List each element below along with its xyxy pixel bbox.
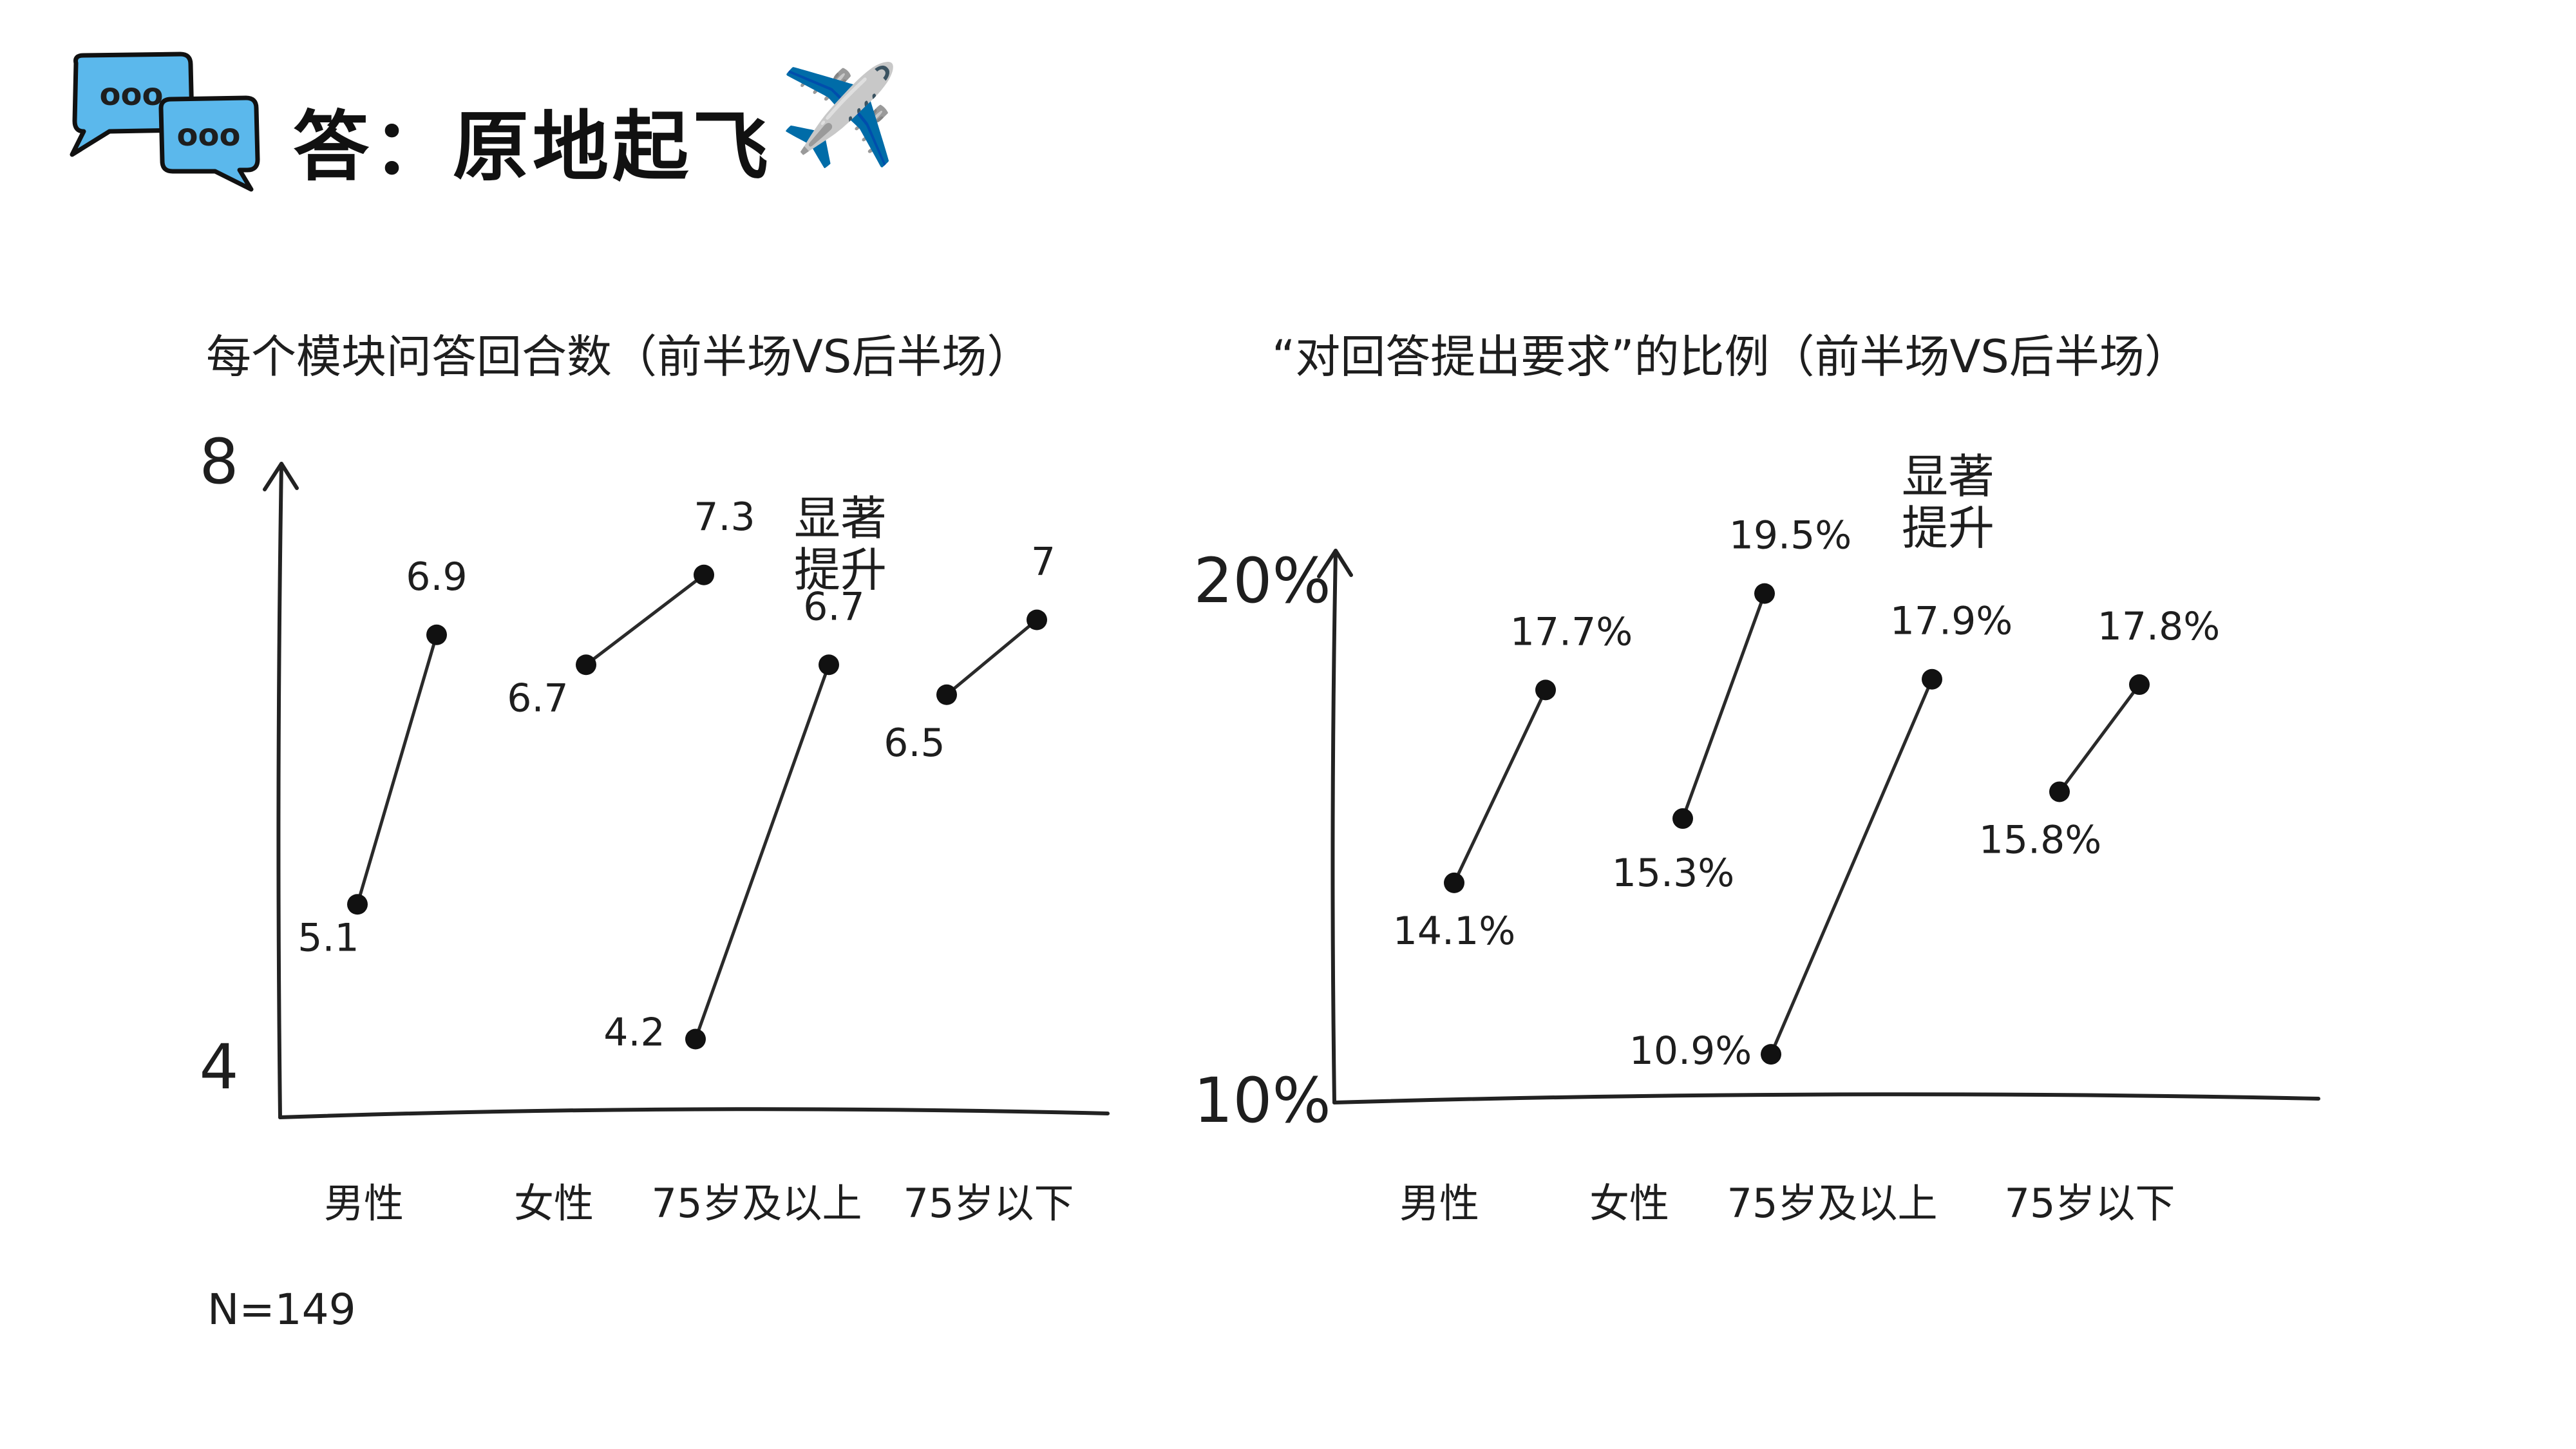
annotation-significant-increase: 显著: [794, 491, 887, 545]
point-second-half: [1027, 609, 1047, 630]
y-tick-label-max: 20%: [1193, 545, 1331, 617]
x-category-label: 女性: [1589, 1180, 1669, 1227]
y-axis: [276, 462, 283, 1119]
x-category-label: 男性: [324, 1180, 404, 1227]
y-tick-label-min: 10%: [1193, 1065, 1331, 1137]
data-label-second-half: 17.9%: [1890, 599, 2013, 644]
data-label-second-half: 19.5%: [1729, 513, 1852, 558]
point-first-half: [936, 684, 957, 705]
y-axis-arrowhead: [263, 462, 299, 491]
data-label-second-half: 6.9: [406, 554, 467, 600]
connector-line: [1452, 688, 1548, 885]
speech-bubbles-icon: ooo ooo: [70, 52, 260, 192]
annotation-significant-increase: 提升: [794, 543, 887, 597]
point-second-half: [426, 624, 447, 645]
data-label-first-half: 4.2: [603, 1010, 665, 1056]
connector-line: [945, 618, 1039, 697]
connector-line: [1769, 677, 1934, 1056]
connector-line: [584, 573, 706, 667]
point-first-half: [347, 894, 368, 915]
point-second-half: [819, 654, 839, 676]
data-label-second-half: 7: [1031, 540, 1056, 585]
data-label-first-half: 6.5: [884, 721, 945, 766]
speech-bubble-front: [158, 95, 260, 192]
speech-bubble-front-dots: ooo: [177, 117, 241, 153]
connector-line: [1681, 592, 1766, 820]
point-first-half: [2049, 781, 2070, 802]
point-first-half: [685, 1028, 706, 1050]
annotation-significant-increase: 显著: [1902, 450, 1994, 504]
point-second-half: [2129, 674, 2150, 696]
airplane-icon: ✈️: [779, 60, 900, 172]
x-category-label: 75岁及以上: [652, 1180, 862, 1227]
y-tick-label-min: 4: [199, 1031, 238, 1103]
data-label-second-half: 17.7%: [1510, 609, 1633, 654]
data-label-first-half: 15.3%: [1612, 851, 1735, 896]
chart-title-request-ratio: “对回答提出要求”的比例（前半场VS后半场）: [1272, 330, 2190, 383]
x-category-label: 75岁及以上: [1727, 1180, 1938, 1227]
data-label-second-half: 7.3: [694, 495, 755, 540]
x-category-label: 75岁以下: [904, 1180, 1074, 1227]
sample-size-note: N=149: [207, 1285, 356, 1334]
x-category-label: 男性: [1399, 1180, 1479, 1227]
point-second-half: [1535, 679, 1556, 701]
data-label-first-half: 10.9%: [1629, 1028, 1752, 1074]
point-first-half: [1761, 1044, 1781, 1065]
data-label-second-half: 17.8%: [2098, 604, 2221, 649]
connector-line: [694, 663, 831, 1041]
data-label-first-half: 5.1: [298, 915, 359, 960]
page-title: 答：原地起飞: [293, 102, 773, 191]
data-label-second-half: 6.7: [803, 584, 864, 629]
speech-bubble-back-dots: ooo: [100, 77, 164, 113]
data-label-first-half: 15.8%: [1979, 817, 2102, 862]
annotation-significant-increase: 提升: [1902, 501, 1994, 555]
point-second-half: [1922, 668, 1942, 690]
x-axis: [1332, 1092, 2320, 1104]
x-category-label: 女性: [514, 1180, 594, 1227]
data-label-first-half: 6.7: [507, 676, 568, 721]
connector-line: [2058, 683, 2141, 793]
y-axis-arrowhead: [1317, 549, 1353, 578]
x-category-label: 75岁以下: [2005, 1180, 2175, 1227]
x-axis: [278, 1107, 1110, 1119]
point-second-half: [1754, 583, 1775, 604]
chart-title-rounds: 每个模块问答回合数（前半场VS后半场）: [206, 330, 1032, 383]
data-label-first-half: 14.1%: [1393, 909, 1516, 954]
y-axis: [1331, 549, 1338, 1104]
point-first-half: [1444, 872, 1464, 893]
connector-line: [355, 633, 439, 906]
point-second-half: [694, 564, 714, 585]
point-first-half: [576, 654, 596, 676]
y-tick-label-max: 8: [199, 426, 238, 498]
point-first-half: [1672, 808, 1693, 829]
